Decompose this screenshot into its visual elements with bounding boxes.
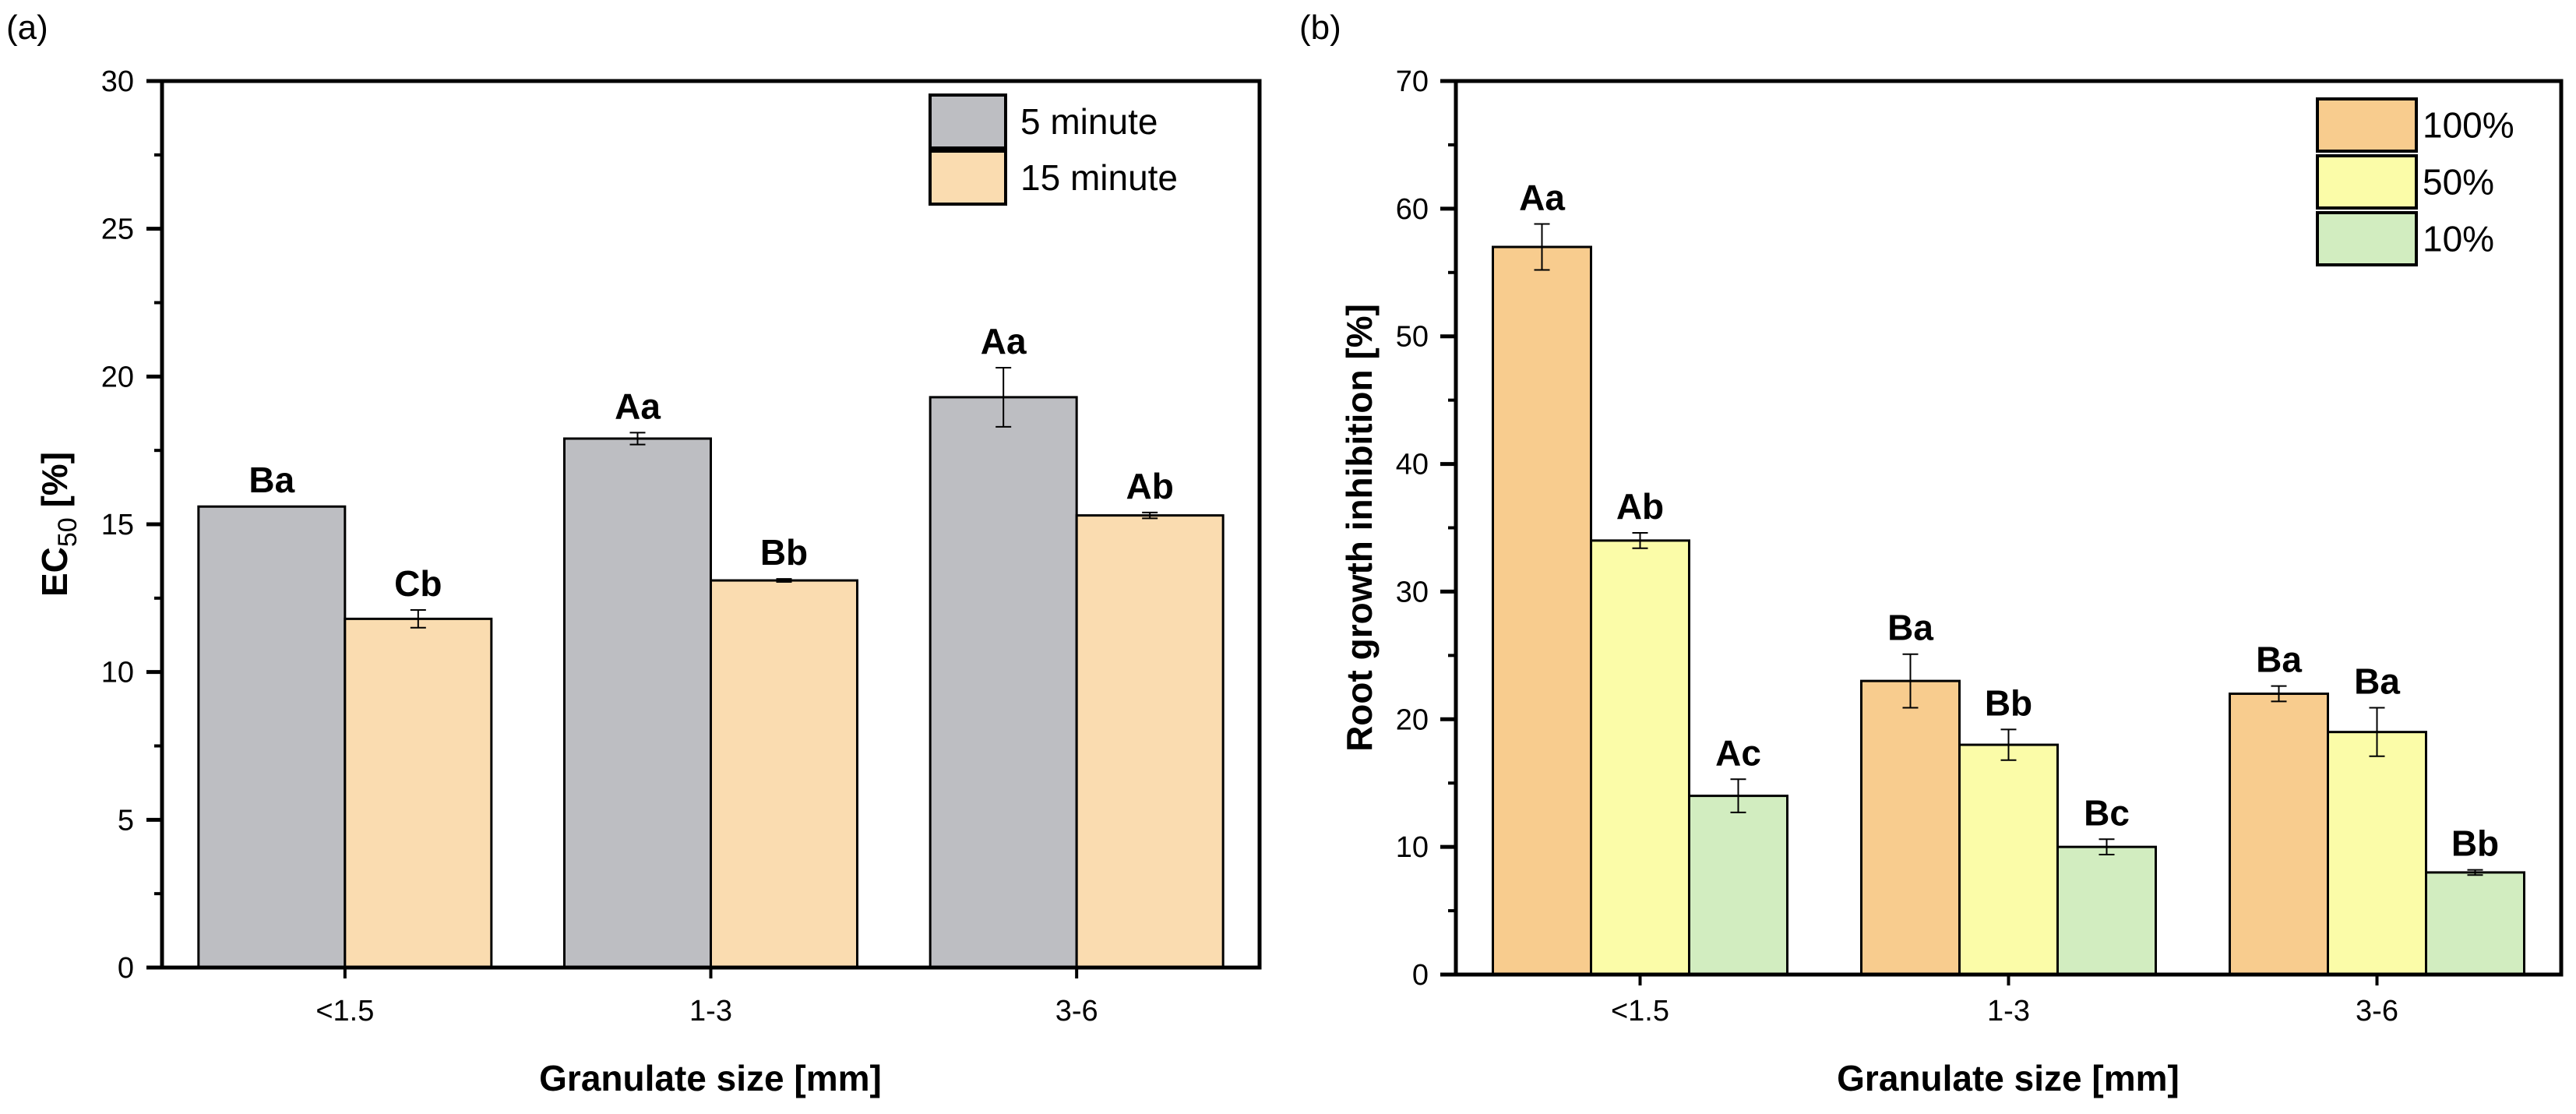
y-axis-title-unit: [%] [34,452,75,517]
y-tick-label: 60 [1396,193,1429,226]
legend-swatch [929,150,1007,206]
bar [2056,845,2157,976]
legend: 100% 50% 10% [2316,97,2514,266]
panel-label: (a) [6,9,48,47]
bar [710,579,858,969]
panel-label: (b) [1299,9,1341,47]
bar-label: Bb [760,532,808,573]
bar [1075,514,1225,969]
bar [1860,679,1961,976]
legend-swatch [929,93,1007,150]
legend-label: 5 minute [1020,101,1158,142]
bar [197,505,347,969]
y-tick-label: 0 [1412,959,1429,992]
legend-label: 50% [2423,162,2494,203]
x-tick-label: 1-3 [689,995,732,1028]
y-tick-label: 20 [1396,703,1429,736]
bar-label: Bc [2084,792,2130,833]
x-tick-label: 3-6 [1055,995,1098,1028]
legend-label: 10% [2423,219,2494,259]
y-tick-label: 10 [1396,831,1429,864]
bar [2425,871,2525,976]
x-axis-title: Granulate size [mm] [539,1058,882,1098]
bar-label: Ac [1715,732,1761,773]
bar-label: Ba [2256,640,2302,680]
bar-label: Bb [1985,682,2032,723]
bar [344,617,493,969]
legend-swatch [2316,211,2418,266]
y-tick-label: 5 [118,804,134,837]
legend-swatch [2316,154,2418,210]
y-tick-label: 30 [1396,576,1429,608]
y-tick-label: 10 [101,657,134,689]
bar [1492,245,1592,976]
bar [2327,731,2427,976]
bar-label: Ab [1126,466,1174,506]
x-tick-label: <1.5 [315,995,374,1028]
y-tick-label: 70 [1396,65,1429,98]
y-tick-label: 15 [101,509,134,541]
y-tick-label: 25 [101,213,134,246]
y-tick-label: 0 [118,952,134,985]
y-tick-label: 20 [101,361,134,393]
bar-label: Ba [2354,661,2400,702]
legend: 5 minute 15 minute [929,93,1178,206]
y-axis-title: EC50 [%] [34,452,83,597]
y-axis-title-subscript: 50 [53,517,83,547]
x-axis-title: Granulate size [mm] [1837,1058,2180,1098]
legend-label: 100% [2423,105,2514,146]
legend-swatch [2316,97,2418,153]
x-tick-label: 1-3 [1987,995,2030,1028]
panel-b: (b) Aa Ba Ba Ab Bb Ba Ac Bc Bb 0 10 20 30 40 50 60 70 <1.5… [1299,9,2564,1098]
legend-label: 15 minute [1020,157,1178,198]
y-tick-label: 30 [101,65,134,98]
y-axis-title: Root growth inhibition [%] [1339,304,1380,752]
bar [1688,795,1788,976]
bar [1958,743,2059,976]
bar-label: Aa [1519,178,1565,218]
bar-label: Aa [615,386,661,426]
bar [1590,539,1690,976]
x-tick-label: <1.5 [1611,995,1669,1028]
bar-label: Aa [981,321,1027,361]
x-tick-label: 3-6 [2356,995,2398,1028]
bar-label: Ab [1616,486,1664,527]
panel-a: (a) Ba Aa Aa Cb Bb Ab 0 5 10 15 20 25 30 <1.5 1-3 3-6 Gra… [6,9,1262,1098]
bar-label: Bb [2451,823,2499,864]
y-tick-label: 40 [1396,449,1429,481]
bar [2229,693,2329,976]
y-axis-title-main: EC [34,547,75,597]
bar [929,396,1078,969]
bar-label: Cb [394,563,442,604]
bar-label: Ba [1887,608,1933,648]
bar [563,437,712,969]
bar-label: Ba [248,460,294,500]
y-tick-label: 50 [1396,321,1429,354]
